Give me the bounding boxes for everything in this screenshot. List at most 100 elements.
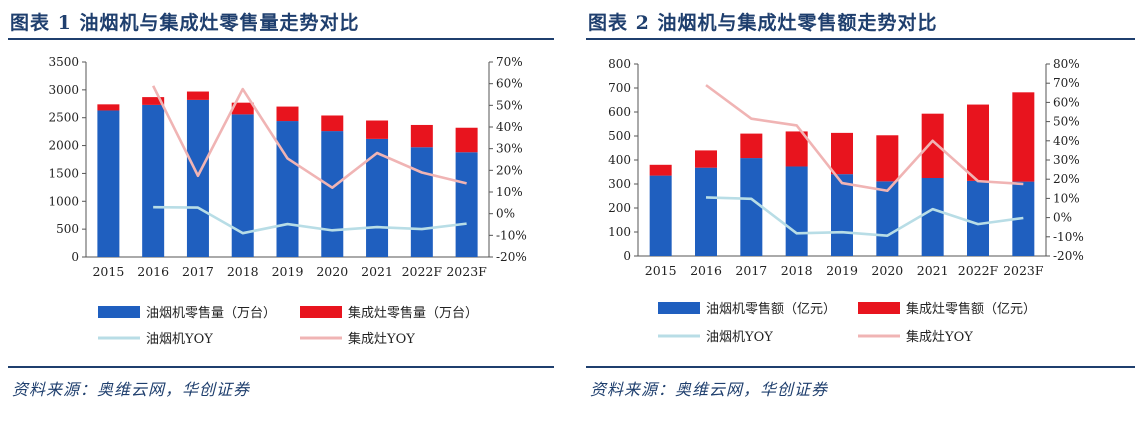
right-tick-label: 40% [496, 120, 523, 134]
x-tick-label: 2016 [690, 263, 722, 278]
bar-upper [142, 97, 165, 105]
legend-swatch-bar [858, 302, 900, 314]
legend-label: 集成灶零售量（万台） [348, 305, 478, 321]
figure-2-source: 资料来源：奥维云网，华创证券 [590, 380, 829, 399]
bar-lower [455, 152, 478, 257]
x-tick-label: 2017 [735, 263, 767, 278]
left-tick-label: 3000 [48, 83, 79, 97]
x-tick-label: 2019 [826, 263, 858, 278]
bar-upper [1012, 92, 1035, 182]
left-tick-label: 2000 [48, 139, 79, 153]
bar-upper [967, 104, 989, 181]
left-tick-label: 1000 [48, 194, 79, 208]
right-tick-label: 70% [496, 55, 523, 69]
x-tick-label: 2023F [446, 264, 487, 279]
x-tick-label: 2023F [1003, 263, 1044, 278]
bar-lower [649, 175, 672, 256]
right-tick-label: -20% [496, 250, 527, 264]
figure-2-bottom-rule [586, 366, 1135, 368]
bar-lower [142, 104, 165, 258]
left-tick-label: 700 [608, 81, 631, 95]
x-tick-label: 2015 [645, 263, 677, 278]
left-tick-label: 300 [608, 177, 631, 191]
bar-lower [921, 178, 944, 256]
bar-lower [97, 110, 120, 257]
legend-label: 油烟机YOY [706, 330, 773, 345]
right-tick-label: 50% [496, 98, 523, 112]
bar-lower [740, 158, 763, 256]
figure-2-top-rule [586, 38, 1135, 40]
figure-2-title: 图表 2 油烟机与集成灶零售额走势对比 [588, 12, 938, 34]
legend-swatch-bar [300, 306, 342, 318]
x-tick-label: 2020 [316, 264, 348, 279]
bar-upper [276, 106, 299, 122]
left-tick-label: 100 [608, 225, 631, 239]
line-series-b [705, 84, 1024, 193]
figure-1-top-rule [8, 38, 554, 40]
right-tick-label: -10% [496, 228, 527, 242]
left-tick-label: 800 [608, 57, 631, 71]
bar-upper [649, 164, 672, 176]
bar-lower [967, 180, 989, 256]
bar-lower [276, 121, 299, 257]
right-tick-label: 30% [496, 142, 523, 156]
bar-upper [186, 91, 209, 100]
left-tick-label: 600 [608, 105, 631, 119]
legend-label: 集成灶零售额（亿元） [906, 301, 1036, 317]
legend-label: 油烟机零售额（亿元） [706, 301, 836, 317]
right-tick-label: 60% [496, 77, 523, 91]
x-tick-label: 2015 [92, 264, 124, 279]
left-tick-label: 0 [623, 249, 631, 263]
line-series-a [153, 205, 467, 235]
bar-upper [231, 102, 254, 115]
left-tick-label: 2500 [48, 111, 79, 125]
right-tick-label: 20% [1053, 172, 1080, 186]
right-tick-label: 60% [1053, 95, 1080, 109]
line-series-a [705, 196, 1024, 237]
x-tick-label: 2018 [781, 263, 813, 278]
bar-lower [785, 166, 808, 256]
right-tick-label: 80% [1053, 57, 1080, 71]
left-tick-label: 200 [608, 201, 631, 215]
x-tick-label: 2017 [182, 264, 214, 279]
figure-2-panel: 图表 2 油烟机与集成灶零售额走势对比 0 100 200 300 400 500 600 7… [578, 0, 1137, 428]
bar-lower [410, 147, 433, 257]
bar-lower [876, 181, 899, 256]
right-tick-label: 0% [496, 207, 515, 221]
line-series-b [152, 85, 467, 189]
left-tick-label: 500 [608, 129, 631, 143]
bar-lower [231, 114, 254, 257]
figure-1-panel: 图表 1 油烟机与集成灶零售量走势对比 0 500 1000 1500 2000 2500… [0, 0, 556, 428]
bar-upper [785, 131, 808, 167]
legend-swatch-bar [98, 306, 140, 318]
right-tick-label: 10% [1053, 191, 1080, 205]
x-tick-label: 2022F [402, 264, 443, 279]
right-tick-label: 0% [1053, 211, 1072, 225]
legend-label: 油烟机YOY [146, 332, 213, 347]
figure-1-bottom-rule [8, 366, 554, 368]
x-tick-label: 2020 [871, 263, 903, 278]
x-tick-label: 2019 [272, 264, 304, 279]
legend-label: 集成灶YOY [348, 331, 415, 347]
bar-upper [831, 132, 853, 175]
right-tick-label: 50% [1053, 115, 1080, 129]
legend-swatch-bar [658, 302, 700, 314]
right-tick-label: 70% [1053, 76, 1080, 90]
x-tick-label: 2022F [958, 263, 999, 278]
bar-upper [921, 113, 944, 178]
bar-lower [186, 99, 209, 257]
left-tick-label: 0 [71, 250, 79, 264]
right-tick-label: 30% [1053, 153, 1080, 167]
bar-upper [410, 124, 433, 148]
figure-1-chart: 0 500 1000 1500 2000 2500 3000 3500 -20% -10% 0% 10… [48, 55, 527, 347]
x-tick-label: 2016 [137, 264, 169, 279]
figure-1-title: 图表 1 油烟机与集成灶零售量走势对比 [10, 12, 360, 34]
bar-lower [831, 174, 853, 256]
right-tick-label: -20% [1053, 249, 1084, 263]
bar-upper [366, 120, 389, 139]
figure-1-source: 资料来源：奥维云网，华创证券 [12, 380, 251, 399]
x-tick-label: 2018 [227, 264, 259, 279]
bar-lower [695, 167, 717, 256]
bar-upper [321, 115, 344, 132]
right-tick-label: 20% [496, 163, 523, 177]
